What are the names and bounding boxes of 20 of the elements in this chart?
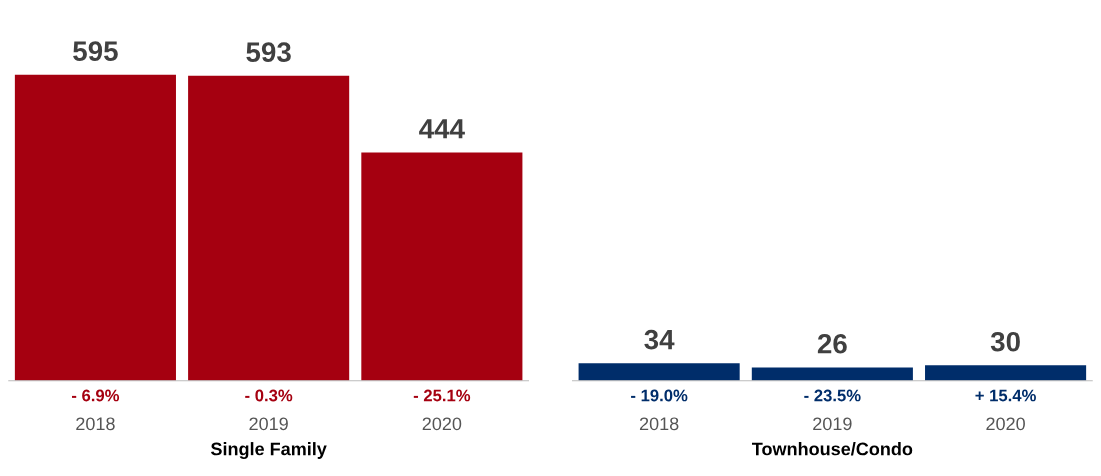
x-tick-label: 2019 bbox=[813, 417, 852, 431]
x-tick-label: 2020 bbox=[422, 417, 462, 431]
text: - 23.5% bbox=[804, 389, 861, 402]
text: - 25.1% bbox=[413, 389, 471, 402]
data-label: 26 bbox=[817, 333, 847, 354]
data-label: 595 bbox=[73, 41, 118, 61]
x-tick-label: 2019 bbox=[249, 417, 288, 431]
text: - 0.3% bbox=[245, 389, 293, 402]
data-label: 444 bbox=[419, 119, 465, 139]
text: - 19.0% bbox=[631, 389, 688, 402]
text: - 6.9% bbox=[71, 389, 120, 402]
x-tick-label: 2020 bbox=[986, 417, 1025, 431]
text: + 15.4% bbox=[975, 389, 1036, 402]
x-tick-label: 2018 bbox=[76, 417, 115, 431]
x-axis-title: Single Family bbox=[210, 442, 327, 459]
x-axis-title: Townhouse/Condo bbox=[751, 442, 913, 456]
data-label: 593 bbox=[246, 42, 291, 63]
data-label: 34 bbox=[644, 329, 675, 350]
data-label: 30 bbox=[990, 331, 1020, 352]
x-tick-label: 2018 bbox=[639, 417, 679, 431]
